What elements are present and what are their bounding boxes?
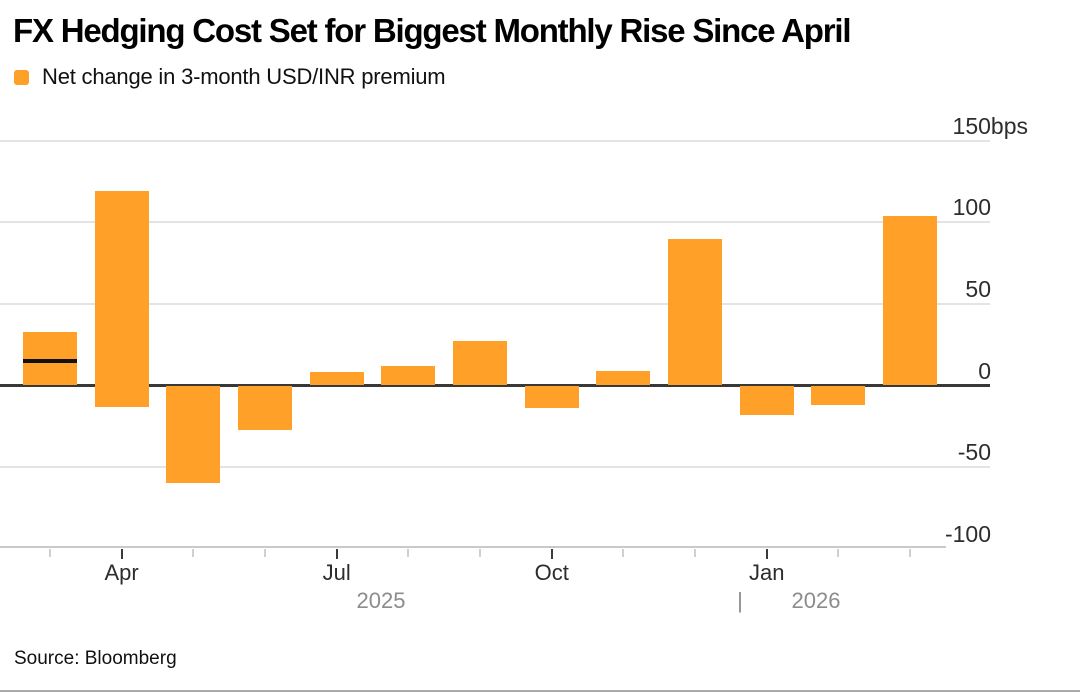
x-tick-major (120, 549, 123, 559)
y-axis-tick-label: 50 (965, 275, 991, 302)
x-axis-line (0, 546, 946, 548)
x-tick-minor (479, 549, 482, 557)
x-tick-minor (192, 549, 195, 557)
year-separator: | (737, 588, 743, 613)
y-axis-tick-label: -50 (957, 439, 991, 466)
gridline (0, 139, 990, 142)
bar-sep-2025 (453, 341, 508, 386)
x-tick-minor (909, 549, 912, 557)
y-axis-tick-label: 150bps (952, 112, 1028, 139)
chart-title: FX Hedging Cost Set for Biggest Monthly … (13, 12, 852, 49)
x-axis-month-label: Jul (322, 560, 351, 585)
gridline (0, 302, 990, 305)
chart-legend: Net change in 3-month USD/INR premium (14, 64, 446, 90)
x-axis-month-label: Jan (749, 560, 785, 585)
legend-swatch-icon (14, 69, 29, 85)
bar-jun-2025 (237, 385, 292, 430)
year-label: 2025 (356, 588, 406, 613)
bar-dec-2025 (668, 238, 723, 386)
y-axis-tick-label: 100 (952, 194, 991, 221)
bar-oct-2025 (524, 385, 579, 409)
x-tick-major (335, 549, 338, 559)
x-tick-minor (263, 549, 266, 557)
x-tick-minor (407, 549, 410, 557)
x-axis-month-label: Oct (534, 560, 569, 585)
x-tick-major (550, 549, 553, 559)
y-axis-tick-label: 0 (978, 357, 991, 384)
y-axis-tick-label: -100 (944, 520, 991, 547)
bar-apr-2025 (94, 191, 149, 407)
x-tick-minor (694, 549, 697, 557)
year-label: 2026 (791, 588, 841, 613)
bar-mar-2025 (22, 331, 77, 386)
bar-jan-2026 (739, 385, 794, 415)
bar-marker-line (22, 359, 77, 364)
gridline (0, 221, 990, 224)
x-tick-minor (48, 549, 51, 557)
legend-label: Net change in 3-month USD/INR premium (42, 64, 446, 89)
zero-baseline (0, 384, 990, 387)
bar-feb-2026 (811, 385, 866, 406)
bar-nov-2025 (596, 370, 651, 386)
gridline (0, 466, 990, 469)
bar-jul-2025 (309, 372, 364, 386)
bar-aug-2025 (381, 365, 436, 386)
x-axis-month-label: Apr (104, 560, 139, 585)
bar-mar-2026 (883, 215, 938, 386)
source-attribution: Source: Bloomberg (14, 648, 177, 669)
x-tick-minor (622, 549, 625, 557)
x-tick-major (765, 549, 768, 559)
x-tick-minor (837, 549, 840, 557)
bar-may-2025 (166, 385, 221, 484)
bottom-divider (0, 690, 1080, 692)
